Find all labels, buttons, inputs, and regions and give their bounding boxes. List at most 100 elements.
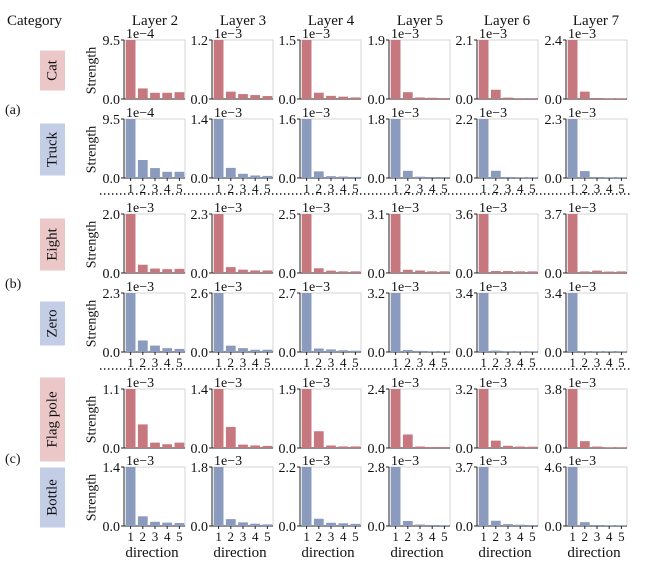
x-axis-label: direction [125, 545, 179, 561]
x-tick-label: 3 [328, 355, 335, 370]
bar [150, 168, 160, 178]
x-tick-label: 1 [215, 355, 222, 370]
y-tick-label: 0.0 [456, 172, 474, 187]
bar [338, 446, 349, 448]
y-tick-label: 0.0 [191, 172, 209, 187]
bar [313, 268, 324, 273]
y-axis-title: Strength [85, 126, 100, 173]
bar [225, 519, 236, 526]
bar [213, 293, 224, 352]
bar [490, 440, 501, 448]
bar [527, 98, 538, 99]
exponent-label: 1e−3 [568, 201, 596, 216]
category-label-box [40, 377, 65, 462]
layer-header: Layer 4 [308, 13, 355, 29]
bar [616, 98, 627, 99]
bar [427, 271, 438, 273]
bar [350, 176, 361, 178]
x-tick-label: 5 [352, 529, 359, 544]
bar-panel: 2.4 0.0 1e−3 [368, 376, 451, 457]
y-tick-label: 1.9 [279, 383, 297, 398]
x-tick-label: 3 [152, 355, 159, 370]
bar [478, 467, 489, 526]
exponent-label: 1e−3 [126, 201, 154, 216]
x-tick-label: 3 [505, 181, 512, 196]
x-tick-label: 4 [606, 181, 613, 196]
bar [579, 441, 590, 448]
y-tick-label: 0.0 [368, 267, 386, 282]
y-tick-label: 2.7 [279, 287, 297, 302]
bar [213, 119, 224, 178]
bar [616, 271, 627, 273]
category-label: Truck [45, 131, 61, 167]
category-label-box [40, 123, 65, 176]
y-tick-label: 0.0 [545, 346, 563, 361]
exponent-label: 1e−3 [302, 376, 330, 391]
x-tick-label: 1 [569, 529, 576, 544]
x-axis-label: direction [301, 545, 355, 561]
bar [415, 176, 425, 178]
bar [592, 446, 602, 448]
x-tick-label: 2 [405, 529, 412, 544]
x-tick-label: 4 [340, 355, 347, 370]
x-tick-label: 4 [517, 529, 524, 544]
y-tick-label: 1.2 [191, 34, 209, 49]
x-tick-label: 4 [252, 355, 259, 370]
y-tick-label: 0.0 [456, 346, 474, 361]
x-tick-label: 2 [316, 529, 323, 544]
category-label-box [40, 467, 65, 528]
layer-headers: Layer 2 Layer 3 Layer 4 Layer 5 Layer 6 … [132, 13, 620, 29]
x-tick-label: 1 [392, 181, 399, 196]
bar [579, 171, 590, 178]
bar [262, 175, 273, 178]
bar [262, 445, 273, 448]
y-axis-title: Strength [85, 47, 100, 94]
bar [503, 271, 513, 273]
bar-panel: 9.5 0.0 1e−4 [103, 27, 186, 108]
x-tick-label: 2 [140, 355, 147, 370]
y-tick-label: 1.8 [368, 113, 386, 128]
bar [439, 525, 450, 526]
bar [527, 271, 538, 273]
y-tick-label: 1.9 [368, 34, 386, 49]
y-tick-label: 0.0 [368, 172, 386, 187]
bar [250, 445, 261, 448]
bar-panel: 9.5 0.0 1e−4 1 2 3 4 5 [103, 106, 186, 196]
bar [567, 389, 578, 448]
bar-panel: 2.8 0.0 1e−3 1 2 3 4 5 [368, 454, 451, 544]
bar-panel: 2.2 0.0 1e−3 1 2 3 4 5 [279, 454, 362, 544]
chart-row: Flag pole Strength (c) 1.1 0.0 1e−3 1.4 0.0 1e−3… [5, 376, 628, 467]
bar [262, 349, 273, 352]
layer-header: Layer 3 [220, 13, 266, 29]
exponent-label: 1e−3 [391, 376, 419, 391]
exponent-label: 1e−3 [302, 106, 330, 121]
bar [503, 351, 513, 352]
bar [238, 94, 248, 99]
bar [515, 177, 526, 178]
exponent-label: 1e−3 [302, 201, 330, 216]
x-tick-label: 4 [606, 529, 613, 544]
exponent-label: 1e−3 [568, 376, 596, 391]
x-tick-label: 4 [340, 529, 347, 544]
bar-panel: 1.4 0.0 1e−3 1 2 3 4 5 [103, 454, 186, 544]
y-tick-label: 2.4 [545, 34, 563, 49]
bar-panel: 3.2 0.0 1e−3 1 2 3 4 5 [368, 280, 451, 370]
x-tick-label: 3 [505, 529, 512, 544]
x-tick-label: 5 [352, 181, 359, 196]
bar [478, 293, 489, 352]
bar [402, 520, 413, 526]
bar [313, 518, 324, 526]
bar [125, 40, 136, 99]
x-tick-label: 3 [417, 181, 424, 196]
y-tick-label: 0.0 [368, 442, 386, 457]
bar [616, 447, 627, 448]
bar-panel: 3.4 0.0 1e−3 1 2 3 4 5 [456, 280, 539, 370]
x-tick-label: 1 [127, 355, 134, 370]
exponent-label: 1e−3 [479, 454, 507, 469]
x-tick-label: 3 [240, 355, 247, 370]
bar [213, 467, 224, 526]
group-tag: (a) [5, 103, 21, 118]
bar [527, 177, 538, 178]
bar [390, 467, 401, 526]
